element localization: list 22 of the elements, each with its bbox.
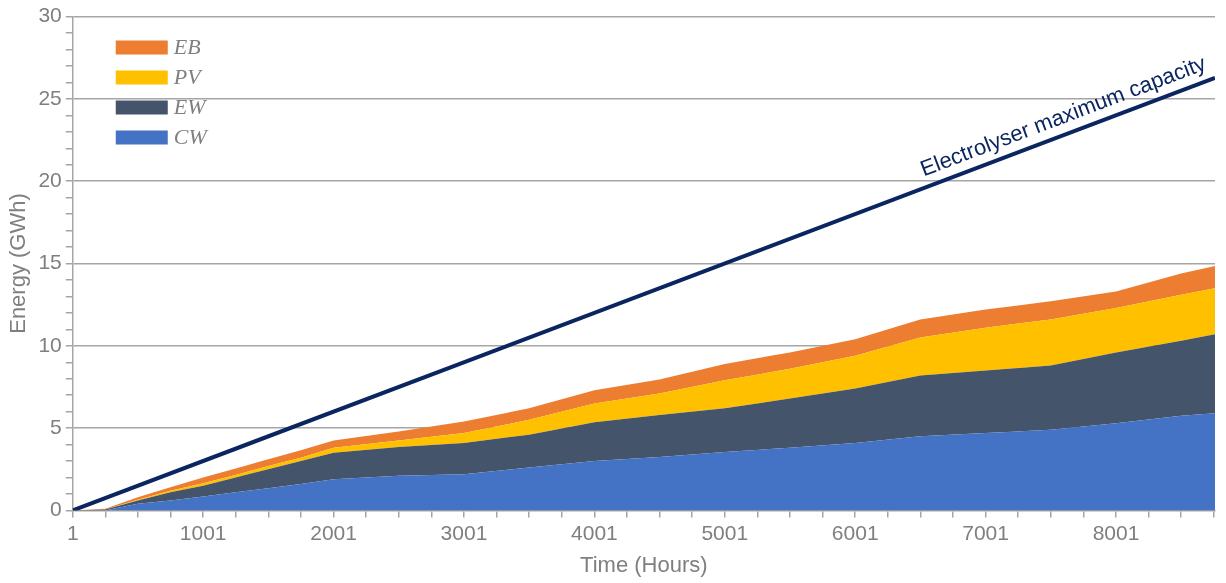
x-tick-label: 6001 — [831, 520, 879, 544]
x-tick-label: 1 — [66, 520, 79, 544]
y-tick-label: 20 — [38, 168, 62, 191]
y-tick-label: 30 — [38, 3, 62, 27]
x-tick-label: 3001 — [440, 520, 488, 544]
x-tick-label: 7001 — [962, 520, 1009, 544]
legend-label: EB — [172, 34, 201, 60]
y-tick-label: 10 — [38, 332, 62, 356]
legend-label: EW — [172, 94, 208, 120]
x-tick-label: 2001 — [310, 520, 357, 544]
y-axis-title: Energy (GWh) — [5, 193, 31, 334]
y-tick-label: 5 — [50, 414, 62, 438]
legend-label: PV — [172, 64, 204, 90]
x-tick-label: 5001 — [701, 520, 749, 544]
y-tick-label: 25 — [38, 85, 62, 109]
x-tick-label: 1001 — [179, 520, 227, 544]
y-tick-label: 0 — [50, 497, 62, 521]
legend-label: CW — [173, 124, 209, 150]
x-tick-label: 8001 — [1092, 520, 1140, 544]
y-tick-label: 15 — [38, 250, 62, 274]
x-axis-title: Time (Hours) — [580, 551, 708, 577]
x-tick-label: 4001 — [571, 520, 618, 544]
